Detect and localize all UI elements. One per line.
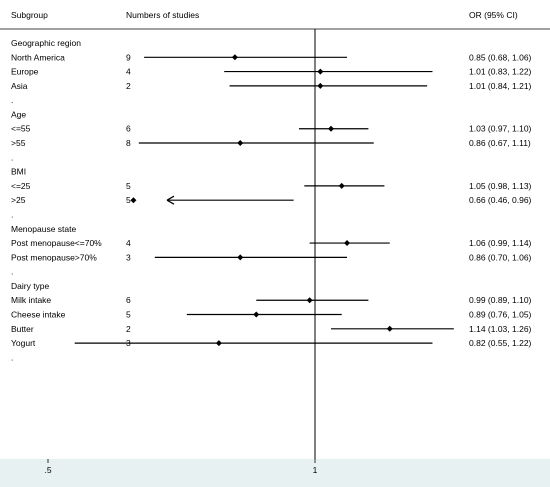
row-label-55: >55 bbox=[11, 138, 26, 148]
spacer-dot: . bbox=[11, 352, 13, 362]
or-ci-text-yogurt: 0.82 (0.55, 1.22) bbox=[469, 338, 532, 348]
row-label-milk-intake: Milk intake bbox=[11, 295, 51, 305]
row-label-25: <=25 bbox=[11, 181, 31, 191]
point-estimate-europe bbox=[317, 68, 324, 75]
point-estimate-north-america bbox=[231, 54, 238, 61]
study-count-55: 8 bbox=[126, 138, 131, 148]
row-label-yogurt: Yogurt bbox=[11, 338, 36, 348]
group-label-dairy-type: Dairy type bbox=[11, 281, 50, 291]
or-ci-text-25: 0.66 (0.46, 0.96) bbox=[469, 195, 532, 205]
row-label-55: <=55 bbox=[11, 124, 31, 134]
point-estimate-butter bbox=[386, 325, 393, 332]
axis-band bbox=[0, 459, 550, 487]
point-estimate-55 bbox=[237, 140, 244, 147]
point-estimate-post-menopause-70 bbox=[344, 240, 351, 247]
header-studies: Numbers of studies bbox=[126, 10, 199, 20]
study-count-milk-intake: 6 bbox=[126, 295, 131, 305]
row-label-asia: Asia bbox=[11, 81, 28, 91]
study-count-post-menopause-70: 3 bbox=[126, 252, 131, 262]
or-ci-text-asia: 1.01 (0.84, 1.21) bbox=[469, 81, 532, 91]
point-estimate-25 bbox=[338, 182, 345, 189]
or-ci-text-post-menopause-70: 1.06 (0.99, 1.14) bbox=[469, 238, 532, 248]
or-ci-text-europe: 1.01 (0.83, 1.22) bbox=[469, 67, 532, 77]
header-row: Subgroup Numbers of studies OR (95% CI) bbox=[11, 10, 518, 20]
point-estimate-25 bbox=[130, 197, 137, 204]
study-count-cheese-intake: 5 bbox=[126, 310, 131, 320]
study-count-butter: 2 bbox=[126, 324, 131, 334]
or-ci-text-north-america: 0.85 (0.68, 1.06) bbox=[469, 52, 532, 62]
study-count-post-menopause-70: 4 bbox=[126, 238, 131, 248]
point-estimate-post-menopause-70 bbox=[237, 254, 244, 261]
x-tick-label-1: 1 bbox=[313, 465, 318, 475]
ci-arrow-25 bbox=[166, 195, 175, 205]
row-label-europe: Europe bbox=[11, 67, 39, 77]
spacer-dot: . bbox=[11, 152, 13, 162]
or-ci-text-25: 1.05 (0.98, 1.13) bbox=[469, 181, 532, 191]
or-ci-text-cheese-intake: 0.89 (0.76, 1.05) bbox=[469, 310, 532, 320]
row-label-cheese-intake: Cheese intake bbox=[11, 310, 66, 320]
study-count-55: 6 bbox=[126, 124, 131, 134]
or-ci-text-post-menopause-70: 0.86 (0.70, 1.06) bbox=[469, 252, 532, 262]
row-label-north-america: North America bbox=[11, 52, 65, 62]
study-count-north-america: 9 bbox=[126, 52, 131, 62]
point-estimate-yogurt bbox=[215, 340, 222, 347]
row-label-butter: Butter bbox=[11, 324, 34, 334]
or-ci-text-milk-intake: 0.99 (0.89, 1.10) bbox=[469, 295, 532, 305]
or-ci-text-55: 0.86 (0.67, 1.11) bbox=[469, 138, 531, 148]
x-axis: .511.5 bbox=[44, 459, 318, 475]
point-estimate-cheese-intake bbox=[253, 311, 260, 318]
group-label-menopause-state: Menopause state bbox=[11, 224, 76, 234]
plot-marks bbox=[74, 29, 454, 459]
point-estimate-milk-intake bbox=[306, 297, 313, 304]
spacer-dot: . bbox=[11, 209, 13, 219]
header-or: OR (95% CI) bbox=[469, 10, 518, 20]
row-label-25: >25 bbox=[11, 195, 26, 205]
spacer-dot: . bbox=[11, 95, 13, 105]
point-estimate-asia bbox=[317, 82, 324, 89]
or-ci-text-55: 1.03 (0.97, 1.10) bbox=[469, 124, 532, 134]
spacer-dot: . bbox=[11, 267, 13, 277]
group-label-age: Age bbox=[11, 109, 26, 119]
group-label-bmi: BMI bbox=[11, 167, 26, 177]
study-count-europe: 4 bbox=[126, 67, 131, 77]
study-count-25: 5 bbox=[126, 195, 131, 205]
row-labels: Geographic region North America 9 0.85 (0.6… bbox=[11, 38, 532, 362]
header-subgroup: Subgroup bbox=[11, 10, 48, 20]
point-estimate-55 bbox=[328, 125, 335, 132]
row-label-post-menopause-70: Post menopause>70% bbox=[11, 252, 97, 262]
study-count-25: 5 bbox=[126, 181, 131, 191]
or-ci-text-butter: 1.14 (1.03, 1.26) bbox=[469, 324, 532, 334]
group-label-geographic-region: Geographic region bbox=[11, 38, 81, 48]
row-label-post-menopause-70: Post menopause<=70% bbox=[11, 238, 102, 248]
x-tick-label-0: .5 bbox=[44, 465, 51, 475]
study-count-asia: 2 bbox=[126, 81, 131, 91]
